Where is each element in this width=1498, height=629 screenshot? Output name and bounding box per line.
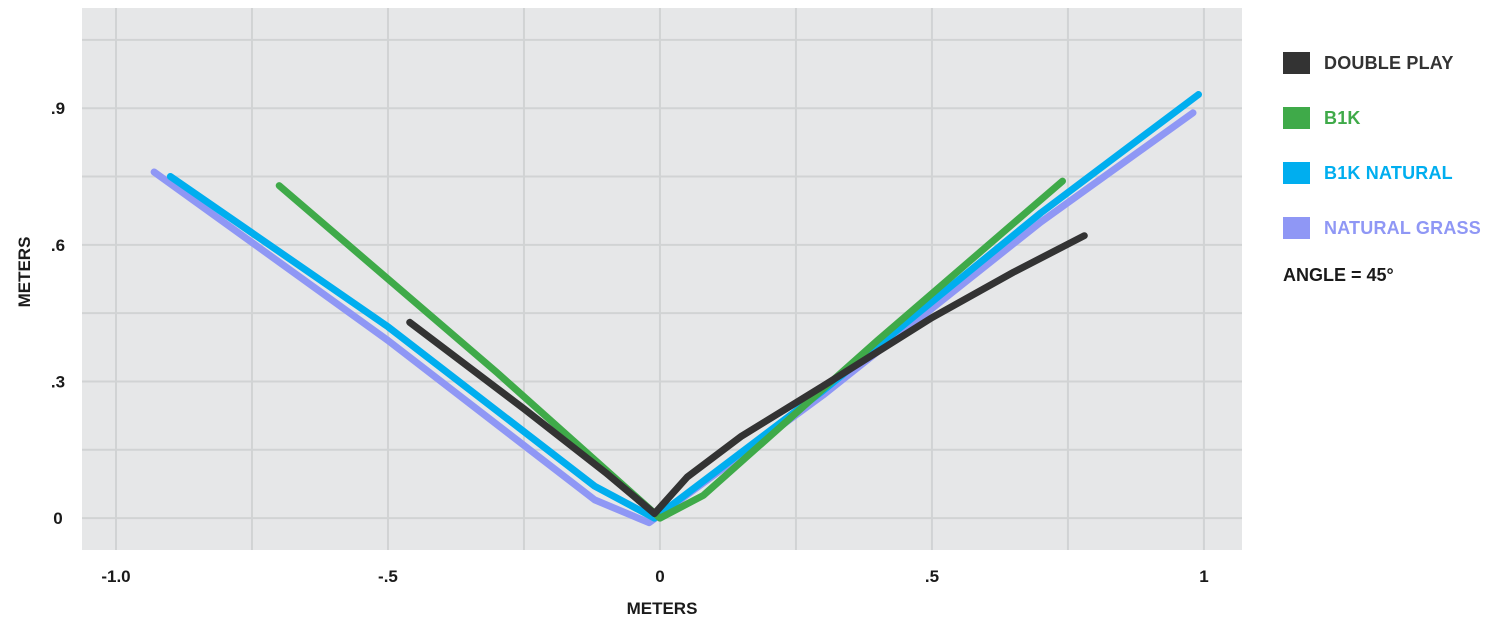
- legend-swatch: [1283, 52, 1310, 74]
- x-tick-label: .5: [925, 567, 939, 586]
- y-axis-label: METERS: [15, 237, 34, 308]
- legend-swatch: [1283, 217, 1310, 239]
- legend-label: B1K: [1324, 107, 1361, 128]
- x-axis-label: METERS: [627, 599, 698, 618]
- y-tick-label: .3: [51, 372, 65, 391]
- legend-swatch: [1283, 162, 1310, 184]
- legend-label: NATURAL GRASS: [1324, 217, 1481, 238]
- legend-label: DOUBLE PLAY: [1324, 52, 1454, 73]
- y-tick-label: .6: [51, 236, 65, 255]
- legend-item-b1k-natural: B1K NATURAL: [1283, 158, 1493, 188]
- x-tick-label: 1: [1199, 567, 1208, 586]
- x-tick-label: -.5: [378, 567, 398, 586]
- series-lines: [150, 91, 1202, 527]
- legend: DOUBLE PLAY B1K B1K NATURAL NATURAL GRASS: [1283, 48, 1493, 268]
- legend-item-b1k: B1K: [1283, 103, 1493, 133]
- series-line-natural-grass: [150, 109, 1197, 527]
- legend-swatch: [1283, 107, 1310, 129]
- x-tick-label: 0: [655, 567, 664, 586]
- angle-annotation: ANGLE = 45°: [1283, 265, 1394, 285]
- legend-item-natural-grass: NATURAL GRASS: [1283, 213, 1493, 243]
- legend-item-double-play: DOUBLE PLAY: [1283, 48, 1493, 78]
- plot-background: [82, 8, 1242, 550]
- y-tick-label: .9: [51, 99, 65, 118]
- series-line-b1k-natural: [166, 91, 1202, 522]
- series-line-double-play: [406, 232, 1088, 518]
- y-tick-label: 0: [53, 509, 62, 528]
- x-tick-label: -1.0: [101, 567, 130, 586]
- tick-labels: -1.0 -.5 0 .5 1 0 .3 .6 .9: [51, 99, 1209, 586]
- legend-label: B1K NATURAL: [1324, 162, 1453, 183]
- series-line-b1k: [275, 177, 1066, 522]
